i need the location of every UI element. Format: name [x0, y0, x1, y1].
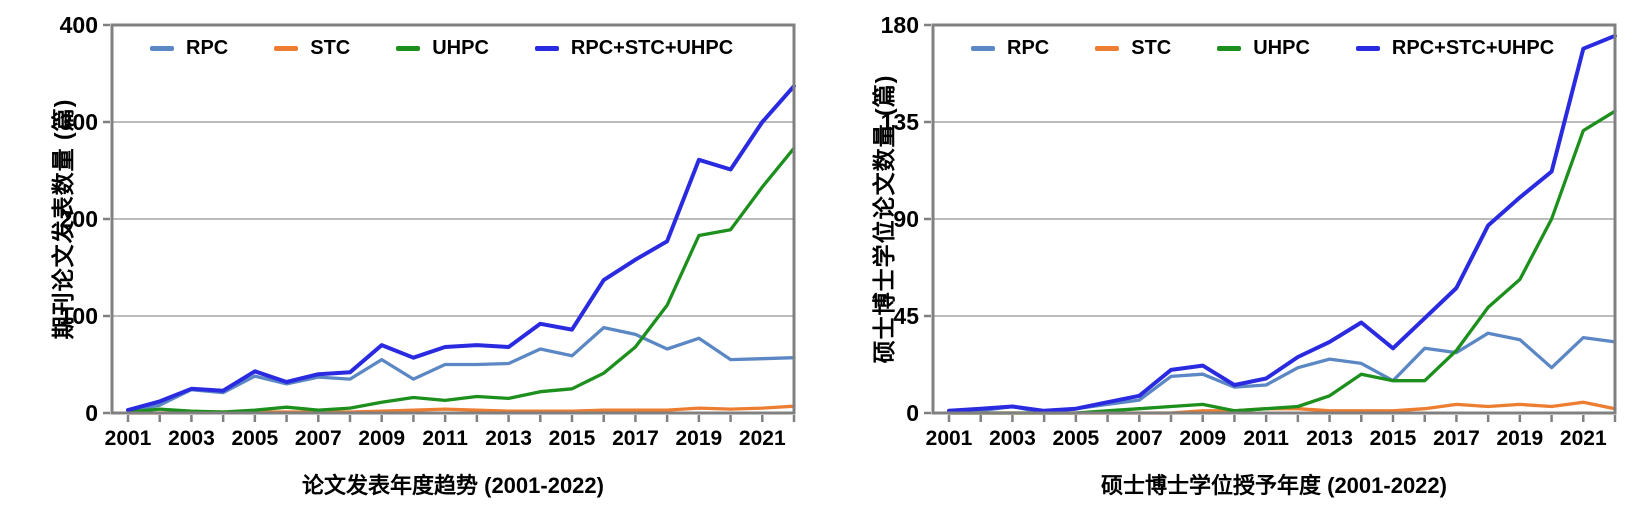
x-tick-label-2017: 2017: [1433, 427, 1480, 450]
chart-title: 论文发表年度趋势 (2001-2022): [302, 473, 604, 498]
legend-line-swatch: [534, 46, 559, 51]
y-tick-label-135: 135: [880, 109, 919, 135]
x-tick-label-2009: 2009: [1179, 427, 1227, 450]
x-tick-label-2011: 2011: [1243, 427, 1289, 450]
x-tick-label-2003: 2003: [168, 427, 215, 450]
legend-label: RPC: [1007, 37, 1050, 59]
legend-line-swatch: [274, 46, 299, 51]
legend-label: RPC: [186, 37, 229, 59]
legend-line-swatch: [971, 46, 995, 51]
y-tick-label-300: 300: [59, 109, 98, 135]
series-line-rpc-stc-uhpc: [947, 33, 1617, 413]
y-axis-title: 期刊论文发表数量 (篇): [50, 98, 76, 340]
x-tick-label-2015: 2015: [548, 427, 596, 450]
legend-line-swatch: [1095, 46, 1120, 51]
legend-line-swatch: [150, 46, 174, 51]
x-tick-label-2015: 2015: [1369, 427, 1417, 450]
x-tick-label-2019: 2019: [675, 427, 723, 450]
plot-area-svg: [924, 23, 1617, 422]
x-tick-label-2005: 2005: [1052, 427, 1100, 450]
x-tick-label-2009: 2009: [358, 427, 406, 450]
plot-area-svg: [103, 23, 796, 422]
legend-label: RPC+STC+UHPC: [570, 37, 734, 59]
y-tick-label-180: 180: [880, 12, 919, 38]
x-tick-label-2013: 2013: [1306, 427, 1353, 450]
legend-item-uhpc: UHPC: [1217, 37, 1310, 60]
x-tick-label-2019: 2019: [1496, 427, 1544, 450]
x-tick-label-2007: 2007: [294, 427, 342, 450]
chart-title: 硕士博士学位授予年度 (2001-2022): [1101, 473, 1447, 498]
y-tick-label-90: 90: [893, 206, 919, 232]
legend-line-swatch: [396, 46, 421, 51]
y-tick-label-45: 45: [893, 303, 919, 329]
y-tick-label-0: 0: [85, 400, 98, 426]
plot-border: [110, 23, 796, 415]
x-tick-label-2003: 2003: [989, 427, 1036, 450]
legend-item-uhpc: UHPC: [396, 37, 489, 60]
journal-papers-chart: 0 100 200 300 400 2001 2003 2005 2007 2009 2011 201…: [50, 12, 796, 498]
legend-item-rpc: RPC: [150, 37, 228, 60]
x-tick-label-2005: 2005: [231, 427, 279, 450]
legend-label: STC: [310, 37, 351, 59]
thesis-papers-chart: 0 45 90 135 180 2001 2003 2005 2007 2009 2011 2013 2…: [821, 0, 1642, 514]
legend-item-rpc-stc-uhpc: RPC+STC+UHPC: [1355, 37, 1555, 60]
y-tick-label-0: 0: [906, 400, 919, 426]
x-tick-label-2017: 2017: [612, 427, 659, 450]
legend-label: UHPC: [1253, 37, 1310, 59]
legend-line-swatch: [1217, 46, 1242, 51]
x-tick-label-2021: 2021: [738, 427, 786, 450]
x-tick-label-2021: 2021: [1559, 427, 1607, 450]
legend-item-stc: STC: [1095, 37, 1171, 60]
y-tick-label-100: 100: [59, 303, 98, 329]
legend-label: UHPC: [432, 37, 489, 59]
x-tick-label-2007: 2007: [1115, 427, 1163, 450]
x-tick-label-2013: 2013: [485, 427, 532, 450]
legend: RPC STC UHPC RPC+STC+UHPC: [150, 37, 733, 60]
y-tick-label-200: 200: [59, 206, 98, 232]
legend: RPC STC UHPC RPC+STC+UHPC: [971, 37, 1554, 60]
legend-line-swatch: [1355, 46, 1380, 51]
plot-border: [931, 23, 1617, 415]
legend-label: RPC+STC+UHPC: [1391, 37, 1555, 59]
x-tick-label-2001: 2001: [925, 427, 973, 450]
series-line-rpc: [126, 325, 796, 413]
legend-label: STC: [1131, 37, 1172, 59]
y-tick-label-400: 400: [59, 12, 98, 38]
y-axis-title: 硕士博士学位论文数量 (篇): [871, 74, 897, 364]
series-line-uhpc: [126, 146, 796, 414]
legend-item-stc: STC: [274, 37, 350, 60]
series-line-rpc: [947, 331, 1617, 415]
legend-item-rpc-stc-uhpc: RPC+STC+UHPC: [534, 37, 734, 60]
legend-item-rpc: RPC: [971, 37, 1049, 60]
x-tick-label-2011: 2011: [422, 427, 468, 450]
series-line-rpc-stc-uhpc: [126, 84, 796, 413]
x-tick-label-2001: 2001: [104, 427, 152, 450]
